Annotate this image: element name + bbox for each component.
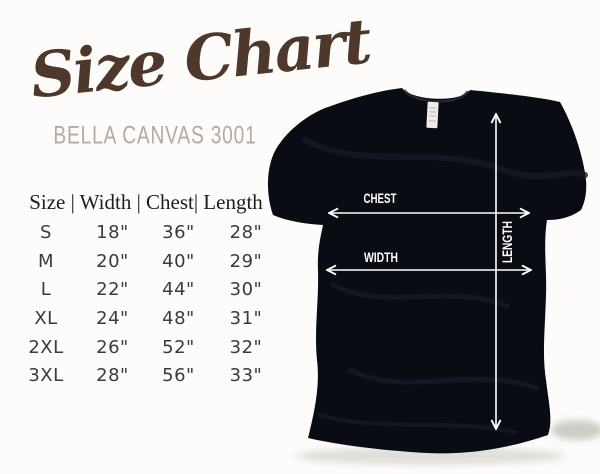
cell-length: 32" — [229, 336, 263, 358]
cell-chest: 56" — [162, 365, 195, 387]
cell-chest: 52" — [162, 336, 195, 358]
cell-chest: 40" — [162, 250, 195, 272]
shadow — [551, 420, 600, 440]
cell-width: 28" — [96, 365, 129, 387]
table-row: XL 24" 48" 31" — [12, 304, 280, 333]
tshirt-measurement-diagram: CHEST WIDTH LENGTH — [267, 88, 600, 465]
cell-size: L — [40, 279, 52, 301]
cell-width: 22" — [96, 279, 129, 301]
cell-width: 18" — [96, 221, 129, 243]
size-table-body: S 18" 36" 28" M 20" 40" 29" L 22" 44" 30… — [12, 218, 280, 390]
table-row: S 18" 36" 28" — [12, 218, 280, 247]
shadow — [295, 447, 565, 465]
width-label: WIDTH — [364, 249, 398, 265]
cell-length: 33" — [229, 365, 263, 387]
length-label: LENGTH — [499, 221, 515, 263]
cell-size: 2XL — [28, 336, 64, 358]
table-row: 2XL 26" 52" 32" — [12, 333, 280, 362]
cell-length: 30" — [229, 279, 263, 301]
wrinkle — [347, 367, 540, 391]
cell-size: S — [40, 221, 52, 243]
size-table-header: Size | Width | Chest| Length — [29, 190, 263, 214]
wrinkle — [318, 413, 517, 434]
wrinkle — [302, 137, 588, 180]
wrinkle — [330, 282, 510, 309]
cell-width: 26" — [96, 336, 129, 358]
cell-width: 24" — [96, 307, 129, 329]
cell-width: 20" — [96, 250, 129, 272]
cell-chest: 44" — [162, 279, 195, 301]
brand-subtitle: BELLA CANVAS 3001 — [53, 121, 257, 150]
cell-size: M — [37, 250, 55, 272]
cell-chest: 48" — [162, 307, 195, 329]
cell-chest: 36" — [162, 221, 195, 243]
size-table: Size | Width | Chest| Length S 18" 36" 2… — [12, 190, 280, 390]
neck-tag — [426, 101, 439, 129]
chest-label: CHEST — [364, 190, 397, 206]
table-row: M 20" 40" 29" — [12, 247, 280, 276]
cell-length: 29" — [229, 250, 263, 272]
table-row: 3XL 28" 56" 33" — [12, 361, 280, 390]
cell-length: 28" — [229, 221, 263, 243]
cell-size: XL — [34, 307, 58, 329]
table-row: L 22" 44" 30" — [12, 275, 280, 304]
cell-size: 3XL — [28, 365, 64, 387]
cell-length: 31" — [229, 307, 263, 329]
collar-seam — [403, 89, 470, 103]
